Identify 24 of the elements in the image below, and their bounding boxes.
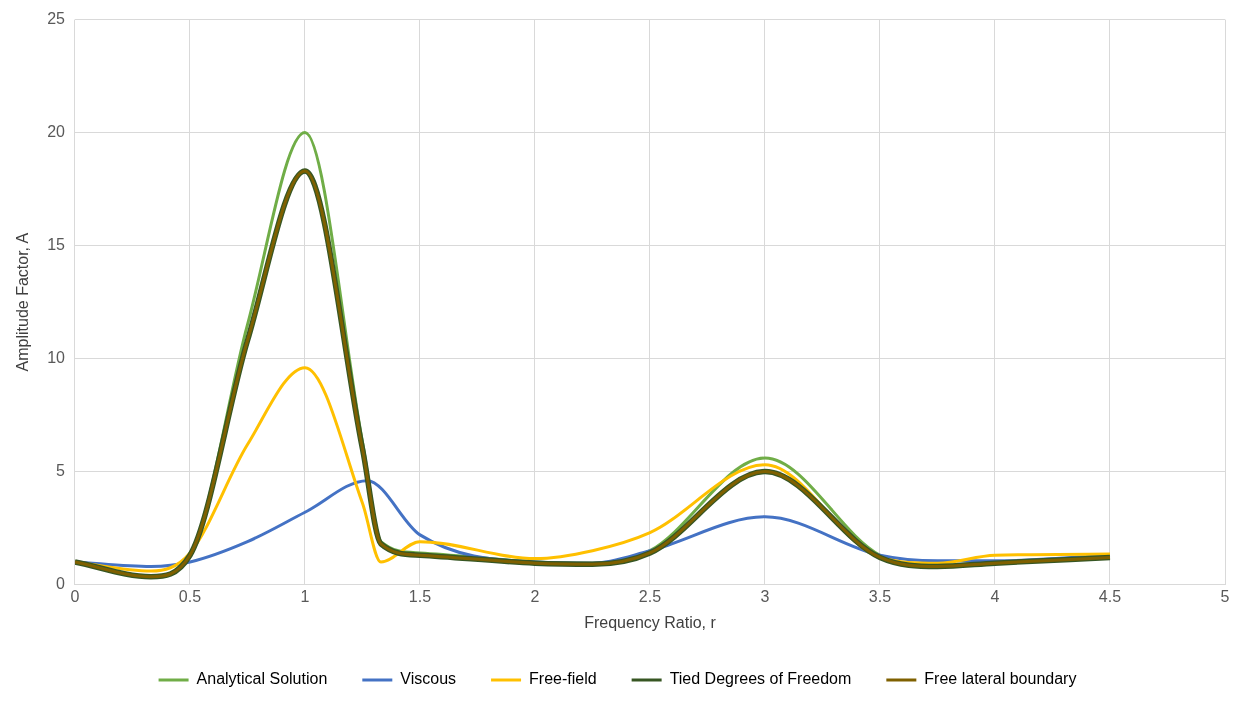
x-tick-label: 1.5 [408,587,432,605]
x-tick-label: 5 [1220,587,1230,605]
x-tick-label: 4 [990,587,1000,605]
x-tick-label: 3.5 [868,587,892,605]
y-tick-label: 25 [47,10,66,28]
x-tick-label: 2 [530,587,540,605]
y-tick-label: 0 [56,575,66,593]
legend-label: Free-field [529,670,597,688]
y-axis-title: Amplitude Factor, A [14,232,32,372]
x-tick-label: 2.5 [638,587,662,605]
legend-label: Tied Degrees of Freedom [669,670,852,688]
x-tick-label: 4.5 [1098,587,1122,605]
legend-label: Analytical Solution [196,670,328,688]
y-tick-label: 20 [47,123,66,141]
x-tick-label: 0.5 [178,587,202,605]
x-tick-label: 3 [760,587,770,605]
y-tick-label: 5 [56,462,66,480]
y-tick-label: 10 [47,349,66,367]
x-tick-label: 0 [70,587,80,605]
y-tick-label: 15 [47,236,66,254]
x-tick-label: 1 [300,587,310,605]
legend-label: Viscous [400,670,457,688]
legend-label: Free lateral boundary [924,670,1077,688]
x-axis-title: Frequency Ratio, r [584,613,717,631]
